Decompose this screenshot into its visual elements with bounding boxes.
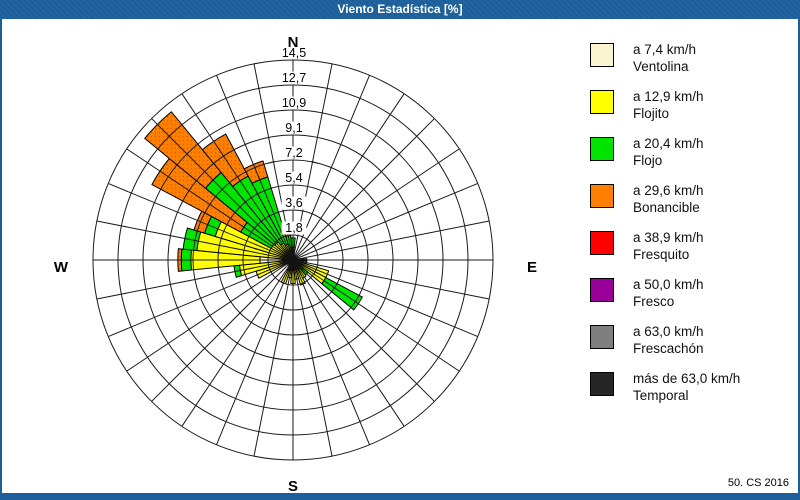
legend-swatch [590, 43, 614, 67]
legend-speed-label: más de 63,0 km/h [633, 371, 741, 386]
legend-label: a 29,6 km/h Bonancible [633, 182, 704, 216]
ring-label-bg [278, 46, 310, 60]
legend-speed-label: a 38,9 km/h [633, 230, 704, 245]
ring-value-label: 7,2 [285, 146, 302, 160]
legend-item-fresquito: a 38,9 km/h Fresquito [590, 229, 795, 276]
grid-radial-line [292, 118, 435, 261]
legend-item-temporal: más de 63,0 km/h Temporal [590, 370, 795, 417]
compass-label-east: E [527, 259, 537, 276]
legend-item-frescachón: a 63,0 km/h Frescachón [590, 323, 795, 370]
grid-radial-line [108, 183, 294, 261]
grid-radial-line [126, 259, 294, 372]
grid-radial-line [292, 259, 478, 337]
legend-swatch [590, 372, 614, 396]
window-title: Viento Estadística [%] [337, 2, 463, 16]
legend-label: a 38,9 km/h Fresquito [633, 229, 704, 263]
legend-swatch [590, 90, 614, 114]
legend-speed-label: a 12,9 km/h [633, 89, 704, 104]
ring-label-bg [281, 196, 307, 210]
compass-label-north: N [288, 34, 299, 51]
legend-label: a 7,4 km/h Ventolina [633, 41, 696, 75]
legend-swatch [590, 184, 614, 208]
legend-item-flojo: a 20,4 km/h Flojo [590, 135, 795, 182]
legend: a 7,4 km/h Ventolina a 12,9 km/h Flojito a 2… [590, 41, 795, 417]
legend-speed-label: a 7,4 km/h [633, 42, 697, 57]
rose-center-hub [288, 255, 298, 265]
ring-value-label: 3,6 [285, 196, 302, 210]
grid-radial-line [96, 220, 294, 261]
grid-radial-line [292, 259, 435, 402]
wind-petal-segment [201, 133, 249, 188]
legend-speed-label: a 20,4 km/h [633, 136, 704, 151]
grid-radial-line [292, 148, 460, 261]
legend-label: a 12,9 km/h Flojito [633, 88, 704, 122]
grid-radial-line [151, 118, 294, 261]
wind-rose-chart: 1,8 3,6 5,4 7,2 9,1 10,9 12,7 14,5N S W E [54, 34, 537, 493]
grid-radial-line [292, 259, 370, 445]
wind-petal-segment [243, 160, 269, 185]
legend-swatch [590, 325, 614, 349]
legend-label: a 50,0 km/h Fresco [633, 276, 704, 310]
grid-radial-line [181, 93, 294, 261]
legend-swatch [590, 231, 614, 255]
compass-label-west: W [54, 259, 69, 276]
grid-radial-line [292, 259, 405, 427]
legend-class-name: Flojo [633, 153, 663, 168]
window-titlebar: Viento Estadística [%] [0, 0, 800, 19]
ring-value-label: 10,9 [282, 96, 306, 110]
ring-label-bg [278, 96, 310, 110]
grid-radial-line [292, 259, 460, 372]
chart-panel: 1,8 3,6 5,4 7,2 9,1 10,9 12,7 14,5 N S W E a 7,4 km… [2, 19, 798, 493]
ring-value-label: 9,1 [285, 121, 302, 135]
grid-radial-line [292, 259, 490, 300]
legend-label: a 20,4 km/h Flojo [633, 135, 704, 169]
grid-radial-line [292, 259, 333, 457]
grid-radial-line [181, 259, 294, 427]
ring-label-bg [281, 171, 307, 185]
legend-item-flojito: a 12,9 km/h Flojito [590, 88, 795, 135]
ring-value-label: 1,8 [285, 221, 302, 235]
ring-value-label: 14,5 [282, 46, 306, 60]
legend-swatch [590, 137, 614, 161]
grid-radial-line [216, 75, 294, 261]
grid-radial-line [292, 183, 478, 261]
ring-label-bg [278, 71, 310, 85]
compass-label-south: S [288, 478, 298, 493]
legend-class-name: Temporal [633, 388, 689, 403]
ring-label-bg [281, 121, 307, 135]
footer-note: 50. CS 2016 [727, 477, 789, 489]
legend-class-name: Ventolina [633, 59, 689, 74]
legend-class-name: Frescachón [633, 341, 704, 356]
grid-radial-line [151, 259, 294, 402]
grid-radial-line [126, 148, 294, 261]
legend-speed-label: a 29,6 km/h [633, 183, 704, 198]
grid-radial-line [216, 259, 294, 445]
ring-value-label: 5,4 [285, 171, 302, 185]
legend-class-name: Bonancible [633, 200, 700, 215]
legend-item-ventolina: a 7,4 km/h Ventolina [590, 41, 795, 88]
legend-class-name: Flojito [633, 106, 670, 121]
legend-item-fresco: a 50,0 km/h Fresco [590, 276, 795, 323]
legend-speed-label: a 63,0 km/h [633, 324, 704, 339]
grid-radial-line [253, 259, 294, 457]
grid-radial-line [292, 93, 405, 261]
legend-label: a 63,0 km/h Frescachón [633, 323, 704, 357]
ring-label-bg [281, 221, 307, 235]
grid-radial-line [292, 220, 490, 261]
legend-swatch [590, 278, 614, 302]
legend-speed-label: a 50,0 km/h [633, 277, 704, 292]
wind-petal-segment [321, 276, 364, 311]
legend-class-name: Fresquito [633, 247, 690, 262]
ring-label-bg [281, 146, 307, 160]
legend-label: más de 63,0 km/h Temporal [633, 370, 740, 404]
grid-radial-line [96, 259, 294, 300]
grid-radial-line [108, 259, 294, 337]
ring-value-label: 12,7 [282, 71, 306, 85]
legend-class-name: Fresco [633, 294, 675, 309]
legend-item-bonancible: a 29,6 km/h Bonancible [590, 182, 795, 229]
